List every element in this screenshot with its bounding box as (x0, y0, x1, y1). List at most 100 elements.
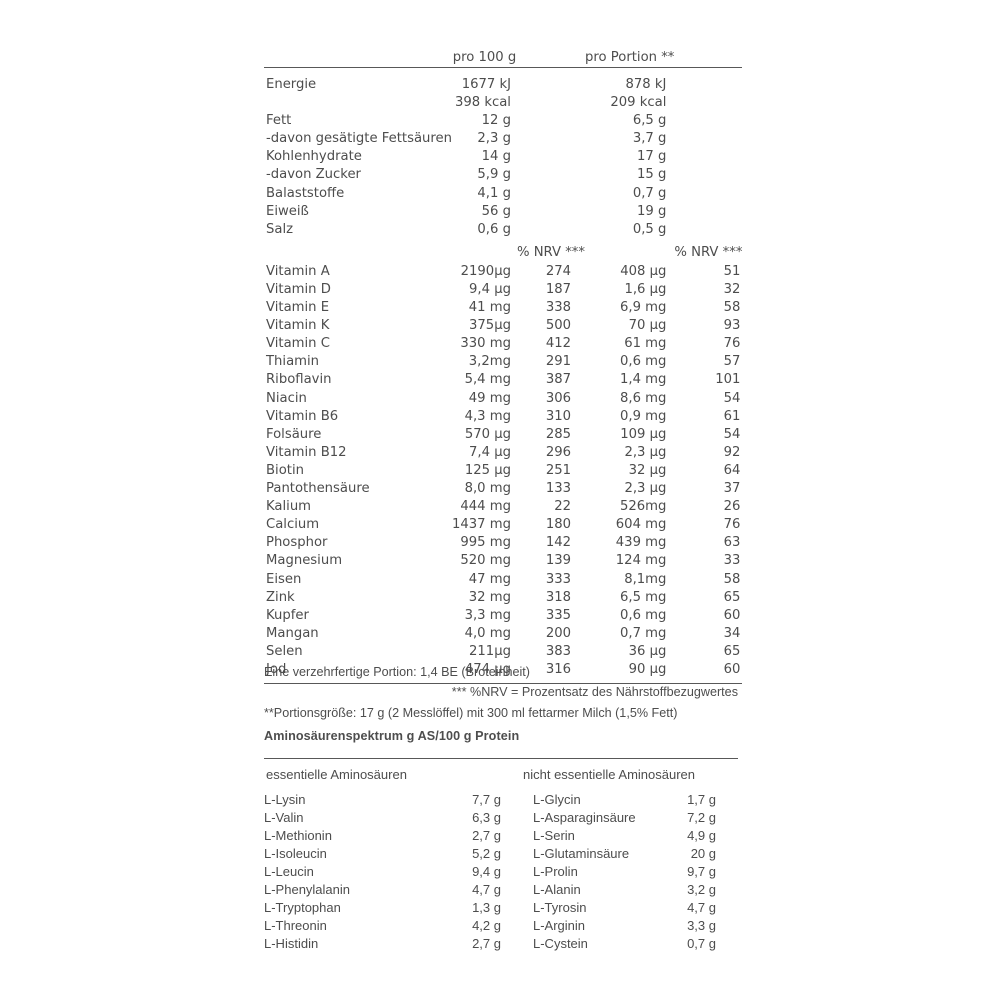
amino-acid-row: L-Prolin 9,7 g (521, 861, 738, 879)
micro-per-100g: 211µg (469, 643, 511, 659)
header-nutrient (264, 46, 452, 68)
essential-amino-acids-column: essentielle Aminosäuren L-Lysin 7,7 g L-Va… (264, 767, 501, 951)
macro-nrv-portion (674, 182, 742, 200)
micro-per-portion: 1,4 mg (620, 372, 667, 388)
non-essential-amino-acids-column: nicht essentielle Aminosäuren L-Glycin 1,… (501, 767, 738, 951)
micro-per-portion: 2,3 µg (624, 444, 667, 460)
amino-acid-name: L-Methionin (264, 828, 332, 844)
amino-acid-row: L-Asparaginsäure 7,2 g (521, 807, 738, 825)
micro-name: Magnesium (266, 553, 343, 569)
amino-acid-value: 7,2 g (687, 810, 716, 826)
micro-per-100g: 375µg (469, 318, 511, 334)
amino-acid-value: 2,7 g (472, 936, 501, 952)
micro-nrv-portion: 63 (723, 535, 741, 551)
header-nrv-per-portion: % NRV *** (674, 244, 743, 260)
micro-nrv-portion: 65 (723, 643, 741, 659)
macro-nrv-100g (517, 91, 585, 109)
micro-per-100g: 3,3 mg (464, 607, 511, 623)
macro-per-portion: 6,5 g (632, 113, 667, 129)
macro-nrv-portion (674, 109, 742, 127)
amino-acid-name: L-Phenylalanin (264, 882, 351, 898)
amino-acid-name: L-Cystein (533, 936, 588, 952)
macro-per-portion: 17 g (637, 149, 667, 165)
micro-nrv-portion: 51 (723, 263, 741, 279)
micro-nrv-portion: 64 (723, 462, 741, 478)
macro-nrv-portion (674, 73, 742, 91)
micro-per-portion: 6,5 mg (620, 589, 667, 605)
amino-acid-value: 1,7 g (687, 792, 716, 808)
micro-nrv-100g: 500 (545, 318, 571, 334)
micro-per-100g: 995 mg (460, 535, 511, 551)
table-row: 398 kcal 209 kcal (264, 91, 742, 109)
table-row: Fett 12 g 6,5 g (264, 109, 742, 127)
macro-nrv-portion (674, 164, 742, 182)
micro-nrv-100g: 251 (545, 462, 571, 478)
amino-acids-columns: essentielle Aminosäuren L-Lysin 7,7 g L-Va… (264, 767, 738, 951)
micro-per-portion: 2,3 µg (624, 481, 667, 497)
micro-per-100g: 1437 mg (451, 517, 511, 533)
micro-per-portion: 6,9 mg (620, 300, 667, 316)
micro-nrv-portion: 37 (723, 481, 741, 497)
micro-per-100g: 3,2mg (468, 354, 511, 370)
micro-nrv-portion: 60 (723, 661, 741, 677)
essential-rows: L-Lysin 7,7 g L-Valin 6,3 g L-Methionin 2,7 g… (264, 789, 501, 951)
macro-nrv-100g (517, 145, 585, 163)
micro-per-portion: 109 µg (620, 426, 667, 442)
micro-nrv-100g: 22 (554, 499, 571, 515)
macro-name: Salz (266, 221, 294, 237)
micro-per-100g: 444 mg (460, 499, 511, 515)
note-nrv-definition: *** %NRV = Prozentsatz des Nährstoffbezu… (451, 685, 738, 700)
micro-per-100g: 7,4 µg (469, 444, 511, 460)
micro-per-100g: 2190µg (460, 263, 511, 279)
amino-acid-row: L-Isoleucin 5,2 g (264, 843, 501, 861)
table-bottom-rule-line (264, 676, 743, 685)
amino-acid-value: 9,7 g (687, 864, 716, 880)
non-essential-amino-acids-table: L-Glycin 1,7 g L-Asparaginsäure 7,2 g L-Seri… (521, 789, 738, 951)
macro-name: -davon Zucker (266, 167, 361, 183)
micro-name: Selen (266, 643, 303, 659)
non-essential-rows: L-Glycin 1,7 g L-Asparaginsäure 7,2 g L-Seri… (521, 789, 738, 951)
micro-name: Vitamin K (266, 318, 330, 334)
micro-nrv-100g: 387 (545, 372, 571, 388)
table-header-row: pro 100 g pro Portion ** (264, 46, 742, 68)
nrv-v2-spacer (585, 236, 674, 260)
micro-per-portion: 1,6 µg (624, 282, 667, 298)
micro-per-portion: 0,6 mg (620, 607, 667, 623)
table-row: Riboflavin 5,4 mg 387 1,4 mg 101 (264, 369, 742, 387)
micro-nrv-portion: 54 (723, 426, 741, 442)
macro-nrv-100g (517, 164, 585, 182)
nutrition-facts-table: pro 100 g pro Portion ** Energie 1677 kJ 8… (264, 46, 743, 685)
table-row: Thiamin 3,2mg 291 0,6 mg 57 (264, 351, 742, 369)
micro-nrv-portion: 32 (723, 282, 741, 298)
amino-acid-row: L-Leucin 9,4 g (264, 861, 501, 879)
micro-nrv-portion: 57 (723, 354, 741, 370)
macro-nrv-portion (674, 218, 742, 236)
micro-name: Phosphor (266, 535, 328, 551)
micro-per-100g: 41 mg (468, 300, 511, 316)
amino-acid-row: L-Lysin 7,7 g (264, 789, 501, 807)
micro-nrv-100g: 310 (545, 408, 571, 424)
table-row: Kalium 444 mg 22 526mg 26 (264, 495, 742, 513)
table-row: Vitamin D 9,4 µg 187 1,6 µg 32 (264, 278, 742, 296)
amino-acid-value: 4,2 g (472, 918, 501, 934)
micro-nrv-100g: 200 (545, 625, 571, 641)
amino-acid-value: 4,7 g (472, 882, 501, 898)
macro-nrv-portion (674, 145, 742, 163)
macro-per-100g: 5,9 g (477, 167, 511, 183)
micro-per-100g: 5,4 mg (464, 372, 511, 388)
micro-name: Pantothensäure (266, 481, 370, 497)
micro-name: Vitamin A (266, 263, 330, 279)
amino-spectrum-heading: Aminosäurenspektrum g AS/100 g Protein (264, 729, 520, 744)
amino-acid-name: L-Lysin (264, 792, 306, 808)
table-row: Kohlenhydrate 14 g 17 g (264, 145, 742, 163)
amino-acid-row: L-Histidin 2,7 g (264, 933, 501, 951)
amino-acid-value: 9,4 g (472, 864, 501, 880)
header-nrv-per-100g: % NRV *** (516, 244, 585, 260)
macro-name: Fett (266, 113, 292, 129)
header-per-100g: pro 100 g (452, 49, 517, 65)
amino-acid-row: L-Serin 4,9 g (521, 825, 738, 843)
table-row: Vitamin E 41 mg 338 6,9 mg 58 (264, 296, 742, 314)
micro-name: Vitamin E (266, 300, 330, 316)
micro-per-portion: 90 µg (628, 661, 667, 677)
essential-amino-acids-table: L-Lysin 7,7 g L-Valin 6,3 g L-Methionin 2,7 g… (264, 789, 501, 951)
